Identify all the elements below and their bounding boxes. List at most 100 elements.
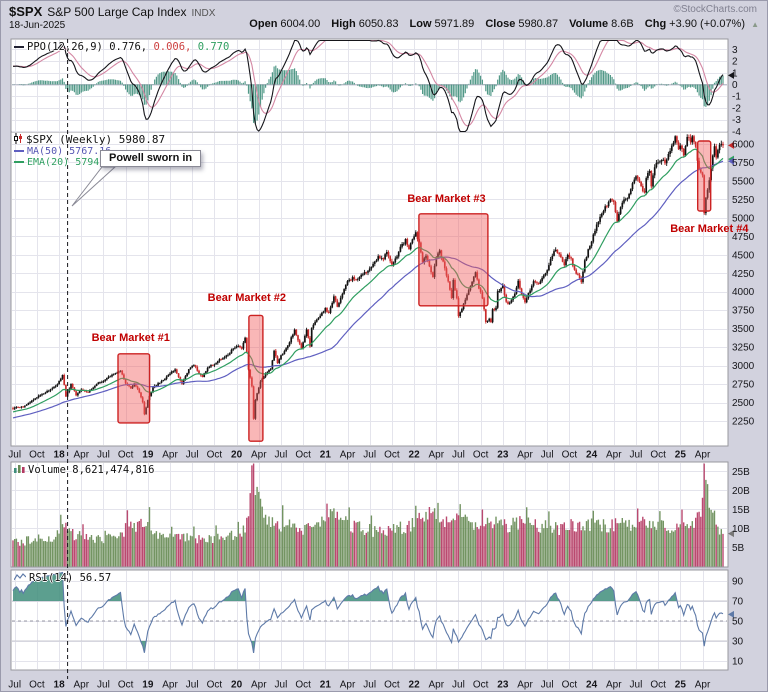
axis-tick-label: -4	[732, 127, 741, 138]
axis-tick-label: Apr	[695, 680, 711, 691]
volume-label: Volume	[569, 18, 609, 30]
axis-tick-label: 18	[54, 680, 66, 691]
high-label: High	[331, 18, 356, 30]
price-close-value: 5980.87	[118, 133, 166, 146]
axis-tick-label: Oct	[295, 680, 311, 691]
price-candles-up-bodies	[13, 136, 723, 419]
axis-tick-label: 23	[497, 450, 509, 461]
price-series-label: $SPX (Weekly)	[26, 133, 113, 146]
axis-tick-label: 4750	[732, 232, 755, 243]
axis-tick-label: Jul	[8, 450, 21, 461]
candlestick-icon	[14, 133, 23, 147]
axis-tick-label: Apr	[517, 450, 533, 461]
volume-legend: Volume 8,621,474,816	[14, 464, 154, 476]
axis-tick-label: 23	[497, 680, 509, 691]
axis-tick-label: Jul	[186, 450, 199, 461]
axis-tick-label: Oct	[207, 450, 223, 461]
ema-value: 5794.62	[75, 157, 118, 168]
index-name: S&P 500 Large Cap Index	[47, 5, 187, 19]
axis-tick-label: Oct	[650, 450, 666, 461]
axis-tick-label: Jul	[452, 450, 465, 461]
rsi-last-marker	[728, 610, 734, 618]
axis-tick-label: 22	[409, 680, 421, 691]
bear-market-4-box	[697, 140, 712, 212]
axis-tick-label: 21	[320, 450, 332, 461]
high-value: 6050.83	[358, 18, 399, 30]
axis-tick-label: 3750	[732, 306, 755, 317]
axis-tick-label: 4500	[732, 250, 755, 261]
close-value: 5980.87	[518, 18, 559, 30]
axis-tick-label: Oct	[118, 680, 134, 691]
volume-last-marker	[728, 530, 734, 538]
axis-tick-label: 5000	[732, 213, 755, 224]
axis-tick-label: 0	[732, 80, 738, 91]
bear-market-3-box	[418, 213, 489, 307]
axis-tick-label: 2500	[732, 398, 755, 409]
axis-tick-label: 2750	[732, 380, 755, 391]
change-up-arrow-icon: ▲	[751, 20, 759, 29]
bear-market-1-label: Bear Market #1	[91, 331, 170, 344]
axis-tick-label: 6000	[732, 140, 755, 151]
volume-series-value: 8,621,474,816	[72, 464, 155, 476]
chart-title: $SPX S&P 500 Large Cap Index INDX	[9, 3, 215, 21]
axis-tick-label: 25B	[732, 467, 750, 478]
volume-bars-icon	[14, 464, 25, 476]
axis-tick-label: 18	[54, 450, 66, 461]
axis-tick-label: 4250	[732, 269, 755, 280]
ppo-signal-value: 0.770	[197, 41, 230, 53]
ma50-legend: MA(50) 5767.16	[14, 146, 111, 157]
ma50-line	[12, 160, 724, 419]
axis-tick-label: Jul	[186, 680, 199, 691]
ppo-legend: PPO(12,26,9) 0.776, 0.006, 0.770	[14, 41, 229, 53]
bear-market-2-box	[248, 314, 264, 442]
price-candles-down-bodies	[12, 136, 724, 419]
axis-tick-label: Jul	[275, 680, 288, 691]
axis-tick-label: 15B	[732, 505, 750, 516]
ema-label: EMA(20)	[27, 157, 70, 168]
axis-tick-label: Jul	[363, 450, 376, 461]
axis-tick-label: Apr	[162, 680, 178, 691]
axis-tick-label: 4000	[732, 287, 755, 298]
axis-tick-label: Apr	[162, 450, 178, 461]
rsi-legend: RSI(14) 56.57	[13, 572, 111, 584]
axis-tick-label: Jul	[275, 450, 288, 461]
axis-tick-label: 30	[732, 637, 744, 648]
axis-tick-label: Apr	[695, 450, 711, 461]
low-value: 5971.89	[434, 18, 475, 30]
axis-tick-label: Apr	[428, 680, 444, 691]
axis-tick-label: Apr	[340, 680, 356, 691]
axis-tick-label: 25	[675, 680, 687, 691]
low-label: Low	[409, 18, 432, 30]
axis-tick-label: Oct	[29, 450, 45, 461]
axis-tick-label: Oct	[295, 450, 311, 461]
axis-tick-label: Apr	[340, 450, 356, 461]
axis-tick-label: 22	[409, 450, 421, 461]
axis-tick-label: 10	[732, 657, 744, 668]
volume-bars-up	[14, 479, 722, 567]
rsi-overbought-fill	[13, 572, 723, 601]
axis-tick-label: -3	[732, 115, 741, 126]
axis-tick-label: 90	[732, 576, 744, 587]
ppo-hist-value: 0.006,	[153, 41, 192, 53]
ma-line-icon	[14, 150, 24, 152]
axis-tick-label: 21	[320, 680, 332, 691]
axis-tick-label: Oct	[473, 450, 489, 461]
axis-tick-label: Oct	[562, 450, 578, 461]
axis-tick-label: Jul	[630, 450, 643, 461]
axis-tick-label: Oct	[207, 680, 223, 691]
quote-line: Open 6004.00 High 6050.83 Low 5971.89 Close…	[241, 18, 759, 30]
axis-tick-label: Apr	[73, 450, 89, 461]
ppo-name: PPO(12,26,9)	[27, 41, 103, 53]
ema20-legend: EMA(20) 5794.62	[14, 157, 117, 168]
rsi-series-label: RSI(14)	[29, 572, 74, 584]
axis-tick-label: 5500	[732, 176, 755, 187]
powell-callout: Powell sworn in	[100, 150, 202, 167]
bear-market-4-label: Bear Market #4	[670, 223, 749, 236]
axis-tick-label: 50	[732, 617, 744, 628]
chg-value: +3.90 (+0.07%)	[669, 18, 746, 30]
ppo-line-icon	[14, 46, 24, 48]
axis-tick-label: -2	[732, 103, 741, 114]
axis-tick-label: Apr	[517, 680, 533, 691]
